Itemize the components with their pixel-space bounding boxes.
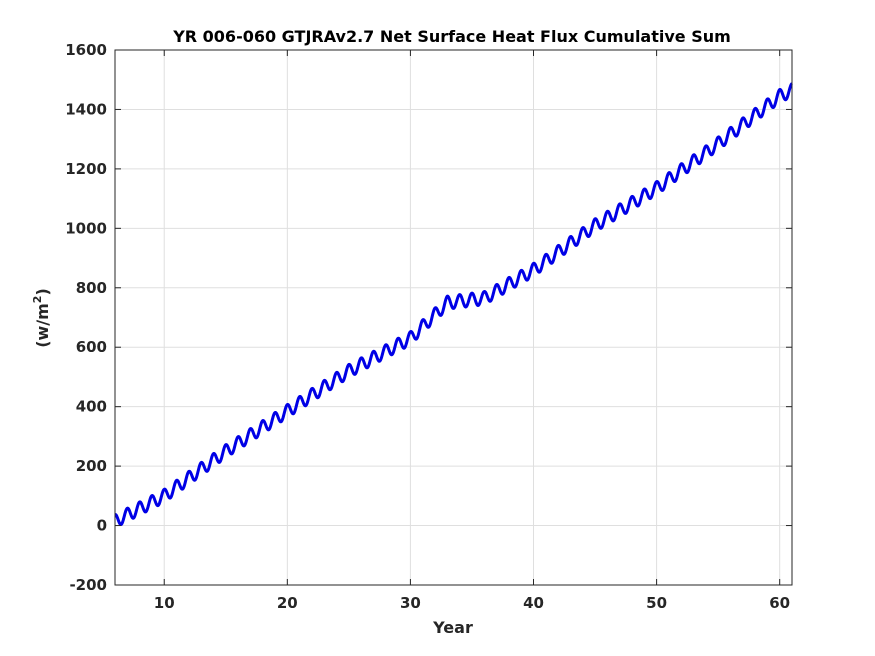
series-line: [113, 82, 794, 527]
y-tick-label: 800: [76, 279, 107, 297]
y-tick-label: 1600: [65, 41, 107, 59]
y-tick-label: 600: [76, 338, 107, 356]
x-axis: 10 20 30 40 50 60: [154, 50, 790, 612]
y-tick-label: 200: [76, 457, 107, 475]
y-axis: -200 0 200 400 600 800 1000 1200 1400 1600: [65, 41, 792, 594]
grid: [115, 50, 792, 585]
y-axis-label: (w/m2): [31, 288, 52, 348]
y-tick-label: 400: [76, 398, 107, 416]
x-tick-label: 40: [523, 594, 544, 612]
x-tick-label: 10: [154, 594, 175, 612]
series-group: [113, 82, 794, 527]
x-tick-label: 30: [400, 594, 421, 612]
chart-title: YR 006-060 GTJRAv2.7 Net Surface Heat Fl…: [172, 27, 731, 46]
y-tick-label: 1400: [65, 100, 107, 118]
y-tick-label: -200: [69, 576, 107, 594]
y-tick-label: 1000: [65, 219, 107, 237]
x-tick-label: 60: [769, 594, 790, 612]
x-tick-label: 50: [646, 594, 667, 612]
y-axis-label-base: (w/m: [33, 303, 52, 348]
y-tick-label: 1200: [65, 160, 107, 178]
y-axis-label-close: ): [33, 288, 52, 295]
y-axis-label-exponent: 2: [31, 296, 44, 304]
x-tick-label: 20: [277, 594, 298, 612]
y-tick-label: 0: [97, 517, 107, 535]
plot-frame: [114, 49, 793, 586]
x-axis-label: Year: [432, 618, 473, 637]
